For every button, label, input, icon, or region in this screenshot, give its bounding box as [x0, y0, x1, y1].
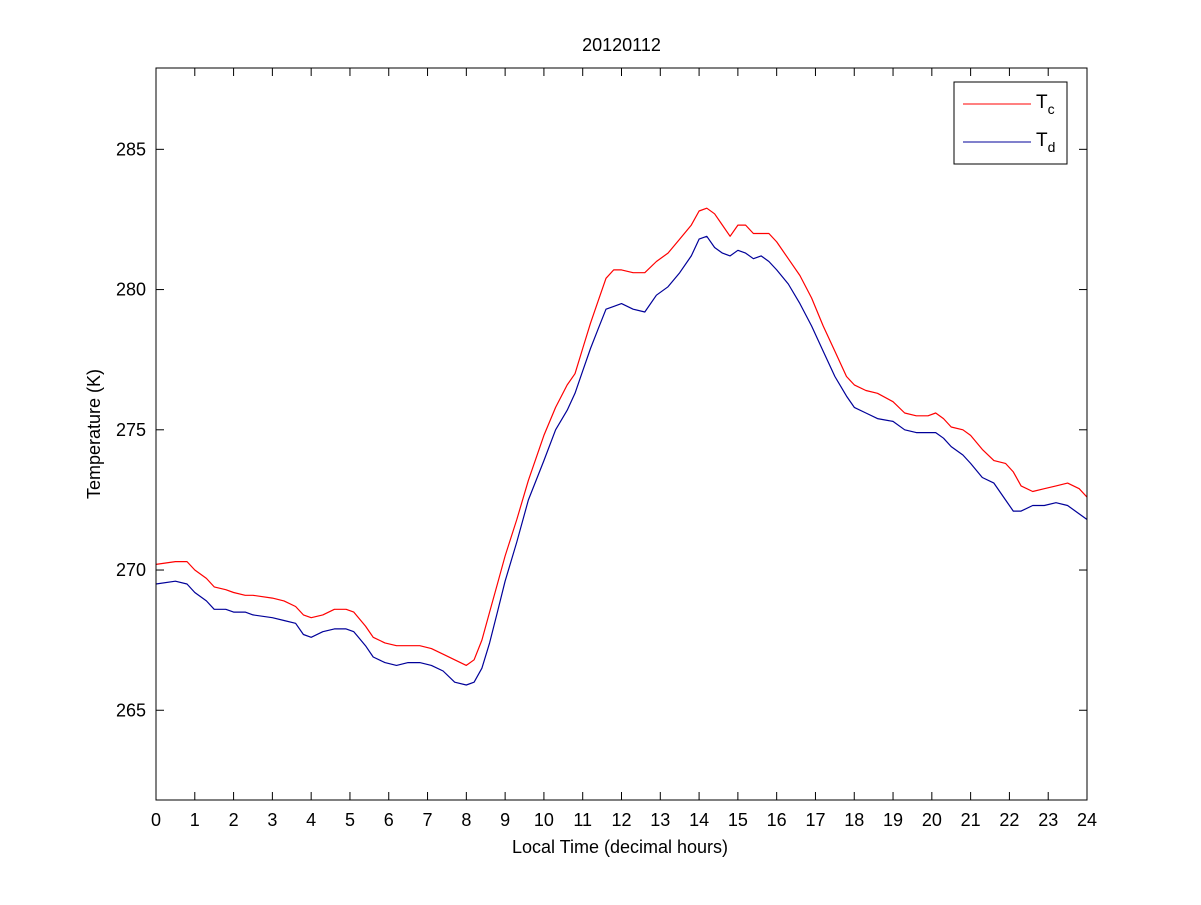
- x-tick-label: 5: [345, 810, 355, 830]
- x-tick-label: 23: [1038, 810, 1058, 830]
- x-tick-label: 17: [805, 810, 825, 830]
- x-tick-label: 24: [1077, 810, 1097, 830]
- y-tick-label: 265: [116, 700, 146, 720]
- legend: Tc Td: [953, 81, 1068, 165]
- series-line-td: [155, 235, 1088, 686]
- y-axis-ticks: 265 270 275 280 285: [116, 139, 1087, 720]
- series-line-tc: [155, 207, 1088, 667]
- x-tick-label: 8: [461, 810, 471, 830]
- legend-label-tc-main: T: [1036, 92, 1048, 113]
- x-tick-label: 6: [384, 810, 394, 830]
- plot-area: [156, 68, 1087, 800]
- legend-label-td: Td: [1036, 130, 1055, 155]
- x-tick-label: 16: [767, 810, 787, 830]
- legend-label-td-sub: d: [1048, 139, 1056, 155]
- x-tick-label: 2: [229, 810, 239, 830]
- x-axis-title: Local Time (decimal hours): [512, 837, 728, 857]
- x-tick-label: 19: [883, 810, 903, 830]
- x-tick-label: 7: [423, 810, 433, 830]
- x-tick-label: 10: [534, 810, 554, 830]
- x-tick-label: 3: [267, 810, 277, 830]
- x-tick-label: 11: [573, 810, 592, 830]
- x-tick-label: 0: [151, 810, 161, 830]
- legend-label-tc-sub: c: [1048, 101, 1055, 117]
- x-tick-label: 18: [844, 810, 864, 830]
- series-layer: [155, 207, 1088, 686]
- y-axis-title: Temperature (K): [84, 369, 104, 499]
- legend-label-td-main: T: [1036, 130, 1048, 151]
- x-tick-label: 12: [611, 810, 631, 830]
- x-tick-label: 1: [190, 810, 200, 830]
- y-tick-label: 285: [116, 139, 146, 159]
- chart-title: 20120112: [582, 35, 661, 55]
- x-tick-label: 4: [306, 810, 316, 830]
- x-axis-ticks: 0 1 2 3 4 5 6 7 8 9 10 11 12 13 14 15 16 17 18 19 20 21 22 23 24: [151, 68, 1097, 830]
- x-tick-label: 22: [999, 810, 1019, 830]
- legend-label-tc: Tc: [1036, 92, 1055, 117]
- y-tick-label: 270: [116, 560, 146, 580]
- y-tick-label: 280: [116, 280, 146, 300]
- x-tick-label: 21: [961, 810, 981, 830]
- x-tick-label: 13: [650, 810, 670, 830]
- x-tick-label: 14: [689, 810, 709, 830]
- x-tick-label: 20: [922, 810, 942, 830]
- x-tick-label: 9: [500, 810, 510, 830]
- y-tick-label: 275: [116, 420, 146, 440]
- legend-box: [953, 81, 1068, 165]
- x-tick-label: 15: [728, 810, 748, 830]
